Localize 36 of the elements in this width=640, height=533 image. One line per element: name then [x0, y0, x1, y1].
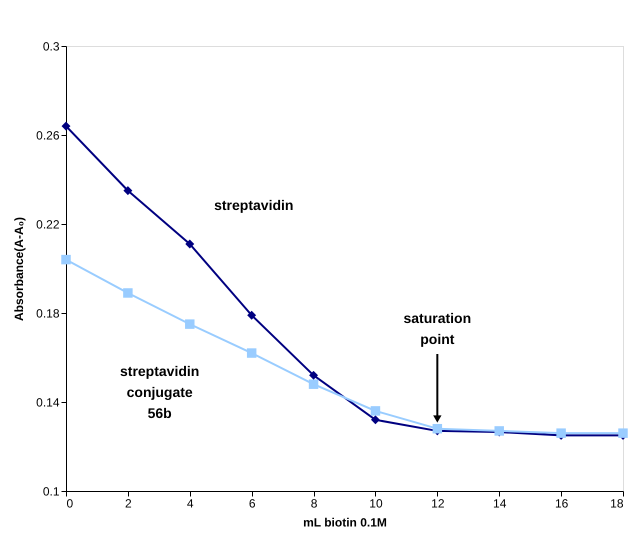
y-tick-label: 0.18: [36, 306, 60, 320]
x-tick-label: 2: [125, 496, 132, 510]
text: streptavidin: [214, 197, 294, 214]
y-tick-label: 0.22: [36, 218, 60, 232]
annotation: saturation point: [403, 310, 472, 348]
point: [62, 122, 70, 131]
y-tick-label: 0.14: [36, 396, 60, 410]
x-tick-label: 12: [431, 496, 445, 510]
point: [247, 310, 256, 320]
point: [370, 406, 380, 416]
y-tick-label: 0.26: [36, 128, 60, 142]
point: [185, 319, 195, 329]
x-tick-label: 18: [610, 496, 624, 510]
point: [185, 240, 194, 248]
y-axis-title: Absorbance(A-A₀): [12, 216, 26, 322]
y-tick-label: 0.1: [42, 484, 60, 498]
point: [370, 415, 380, 424]
x-tick-label: 10: [369, 496, 383, 510]
point: [432, 424, 442, 434]
text: streptavidin conjugate 56b: [120, 363, 200, 422]
point: [618, 428, 628, 438]
x-axis-title: mL biotin 0.1M: [303, 516, 387, 530]
x-tick-label: 6: [248, 496, 256, 510]
x-tick-label: 14: [493, 496, 507, 510]
x-tick-label: 0: [66, 496, 74, 510]
point: [246, 348, 256, 358]
y-tick-label: 0.3: [42, 40, 60, 54]
point: [308, 379, 318, 389]
x-tick-label: 4: [186, 496, 194, 510]
point: [556, 428, 566, 438]
point: [309, 370, 318, 380]
point: [61, 254, 71, 264]
x-tick-label: 8: [310, 496, 318, 510]
x-tick-label: 16: [554, 496, 569, 510]
point: [123, 288, 133, 298]
point: [123, 186, 132, 196]
